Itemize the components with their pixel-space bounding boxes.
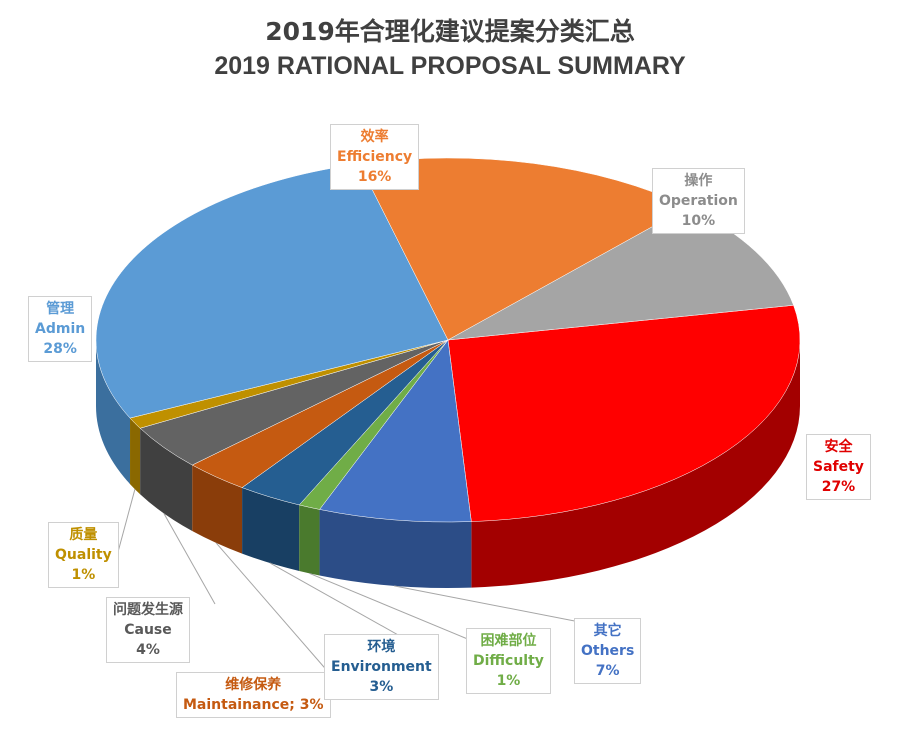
leader-line-others <box>394 585 591 625</box>
label-value-environment: 3% <box>369 679 394 695</box>
label-value-others: 7% <box>595 663 620 679</box>
chart-title-english: 2019 RATIONAL PROPOSAL SUMMARY <box>214 52 686 80</box>
callout-safety: 安全 Safety 27% <box>806 434 871 500</box>
label-value-operation: 10% <box>681 213 716 229</box>
label-cn-difficulty: 困难部位 <box>480 633 537 649</box>
leader-line-maintainance <box>215 542 331 675</box>
label-cn-operation: 操作 <box>684 173 713 189</box>
label-en-maintainance: Maintainance; 3% <box>183 697 324 713</box>
label-en-admin: Admin <box>35 321 86 337</box>
callout-admin: 管理 Admin 28% <box>28 296 93 362</box>
pie-side-difficulty <box>299 504 320 576</box>
callout-environment: 环境 Environment 3% <box>324 634 439 700</box>
label-value-quality: 1% <box>71 567 96 583</box>
leader-line-cause <box>163 513 216 605</box>
label-cn-safety: 安全 <box>824 439 853 455</box>
label-en-difficulty: Difficulty <box>473 653 544 669</box>
pie-side-cause <box>140 428 193 532</box>
callout-difficulty: 困难部位 Difficulty 1% <box>466 628 551 694</box>
pie-side-admin <box>96 340 131 485</box>
label-en-quality: Quality <box>55 547 112 563</box>
callout-others: 其它 Others 7% <box>574 618 642 684</box>
label-cn-quality: 质量 <box>69 527 98 543</box>
callout-quality: 质量 Quality 1% <box>48 522 119 588</box>
label-en-others: Others <box>581 643 635 659</box>
label-value-difficulty: 1% <box>496 673 521 689</box>
callout-operation: 操作 Operation 10% <box>652 168 745 234</box>
label-cn-admin: 管理 <box>46 301 75 317</box>
label-value-efficiency: 16% <box>357 169 392 185</box>
pie-side-environment <box>242 487 300 571</box>
pie-slice-others <box>319 339 472 523</box>
label-en-safety: Safety <box>813 459 864 475</box>
chart-title-chinese: 2019年合理化建议提案分类汇总 <box>265 17 635 46</box>
pie-side-maintainance <box>192 465 243 554</box>
label-cn-maintainance: 维修保养 <box>225 677 282 693</box>
label-value-safety: 27% <box>821 479 856 495</box>
label-value-cause: 4% <box>136 642 160 658</box>
pie-side-safety <box>471 340 800 588</box>
callout-maintainance: 维修保养 Maintainance; 3% <box>176 672 331 718</box>
callout-efficiency: 效率 Efficiency 16% <box>330 124 420 190</box>
label-en-operation: Operation <box>659 193 738 209</box>
label-cn-others: 其它 <box>593 623 622 639</box>
label-cn-efficiency: 效率 <box>360 129 389 145</box>
pie-slice-safety <box>447 305 801 522</box>
pie-side-others <box>319 509 472 588</box>
leader-line-difficulty <box>309 572 471 641</box>
callout-cause: 问题发生源 Cause 4% <box>106 597 190 663</box>
leader-line-environment <box>269 562 401 637</box>
pie-side-quality <box>130 418 141 495</box>
label-en-environment: Environment <box>331 659 432 675</box>
leader-line-quality <box>117 489 136 553</box>
label-value-admin: 28% <box>43 341 77 357</box>
label-en-cause: Cause <box>124 622 172 638</box>
pie-slice-admin <box>95 163 449 419</box>
label-en-efficiency: Efficiency <box>337 149 413 165</box>
label-cn-environment: 环境 <box>367 639 396 655</box>
label-cn-cause: 问题发生源 <box>113 602 183 618</box>
